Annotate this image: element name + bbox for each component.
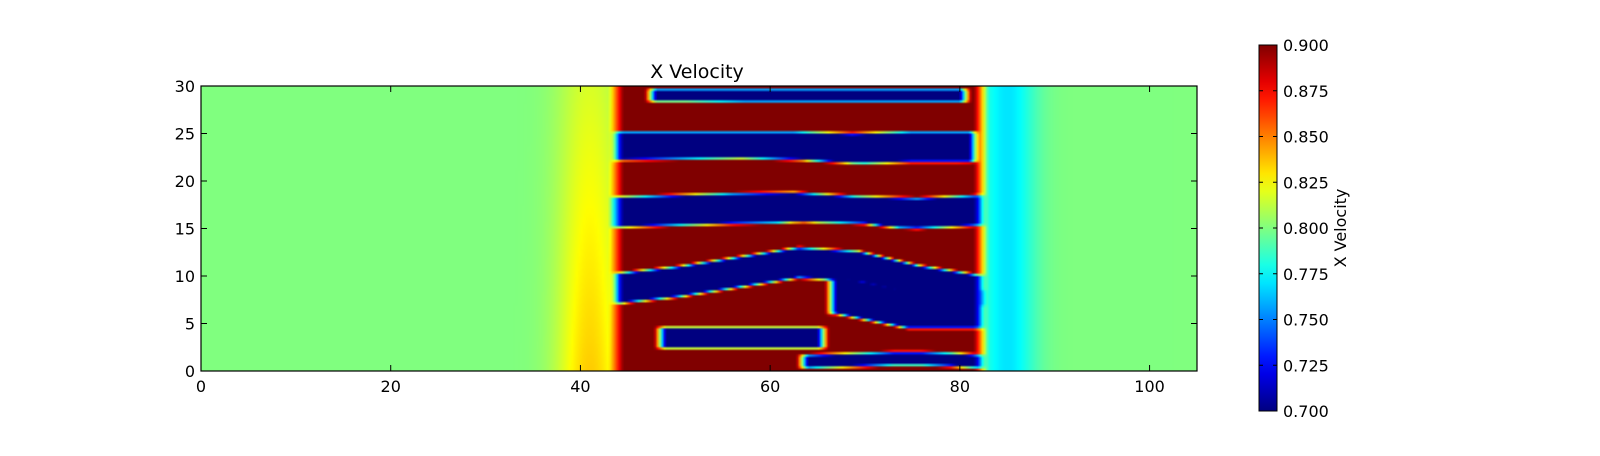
colorbar-tick-label: 0.900: [1283, 36, 1329, 55]
x-tick-label: 40: [570, 377, 590, 396]
colorbar-tick-label: 0.800: [1283, 219, 1329, 238]
y-tick-label: 5: [185, 315, 195, 334]
x-tick-label: 0: [196, 377, 206, 396]
colorbar-tick-label: 0.875: [1283, 82, 1329, 101]
colorbar-tick-label: 0.850: [1283, 128, 1329, 147]
colorbar-ticks: 0.700 0.725 0.750 0.775 0.800 0.825 0.850 0.875…: [1259, 36, 1329, 421]
y-tick-label: 10: [175, 267, 195, 286]
y-tick-label: 0: [185, 362, 195, 381]
y-tick-label: 25: [175, 125, 195, 144]
x-tick-label: 60: [760, 377, 780, 396]
heatmap-image: [201, 86, 1197, 371]
colorbar-label: X Velocity: [1331, 189, 1350, 268]
plot-area: [200, 85, 1198, 372]
colorbar-tick-label: 0.750: [1283, 311, 1329, 330]
x-axis: 0 20 40 60 80 100: [196, 86, 1165, 396]
colorbar-tick-label: 0.825: [1283, 173, 1329, 192]
colorbar-tick-label: 0.775: [1283, 265, 1329, 284]
x-tick-label: 80: [950, 377, 970, 396]
y-tick-label: 20: [175, 172, 195, 191]
colorbar-tick-label: 0.725: [1283, 356, 1329, 375]
colorbar: 0.700 0.725 0.750 0.775 0.800 0.825 0.850 0.875…: [1258, 36, 1350, 421]
y-tick-label: 30: [175, 77, 195, 96]
x-tick-label: 100: [1134, 377, 1165, 396]
y-axis: 0 5 10 15 20 25 30: [175, 77, 1197, 381]
y-tick-label: 15: [175, 220, 195, 239]
x-tick-label: 20: [381, 377, 401, 396]
chart-title: X Velocity: [650, 61, 744, 83]
colorbar-tick-label: 0.700: [1283, 402, 1329, 421]
